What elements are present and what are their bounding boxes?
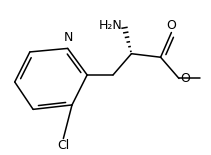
Text: N: N [64, 31, 73, 44]
Text: H₂N: H₂N [99, 19, 123, 32]
Text: Cl: Cl [57, 139, 69, 152]
Text: O: O [180, 72, 190, 85]
Text: O: O [166, 19, 176, 32]
